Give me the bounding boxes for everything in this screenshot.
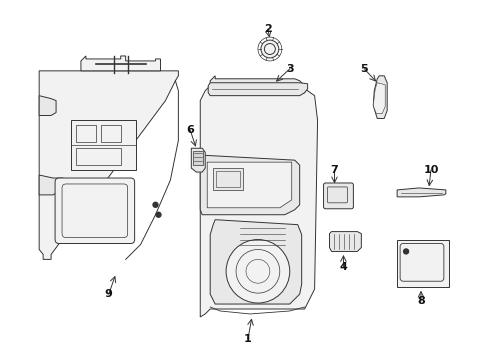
Text: 9: 9 — [104, 289, 112, 299]
Polygon shape — [81, 56, 160, 71]
Circle shape — [403, 249, 408, 254]
Polygon shape — [200, 155, 299, 215]
Text: 10: 10 — [423, 165, 438, 175]
Bar — [76, 125, 96, 142]
FancyBboxPatch shape — [323, 183, 353, 209]
Text: 2: 2 — [264, 24, 271, 34]
Bar — [101, 125, 121, 142]
Circle shape — [153, 202, 158, 207]
Polygon shape — [396, 188, 445, 197]
Text: 4: 4 — [339, 262, 346, 272]
Polygon shape — [210, 220, 301, 304]
Polygon shape — [39, 71, 178, 260]
Text: 6: 6 — [186, 125, 194, 135]
Bar — [213, 168, 243, 190]
Circle shape — [261, 40, 278, 58]
Circle shape — [156, 212, 161, 217]
Text: 8: 8 — [416, 296, 424, 306]
Polygon shape — [210, 76, 304, 93]
Polygon shape — [39, 96, 56, 116]
Polygon shape — [372, 76, 386, 118]
Text: 7: 7 — [330, 165, 338, 175]
Polygon shape — [200, 86, 317, 317]
Bar — [71, 121, 135, 170]
Text: 3: 3 — [285, 64, 293, 74]
Bar — [193, 151, 203, 165]
Text: 1: 1 — [244, 334, 251, 344]
FancyBboxPatch shape — [55, 178, 134, 243]
Text: 5: 5 — [360, 64, 367, 74]
Polygon shape — [329, 231, 361, 251]
Bar — [216, 171, 240, 187]
Polygon shape — [372, 83, 385, 113]
Bar — [76, 148, 121, 165]
Polygon shape — [208, 83, 307, 96]
Bar — [396, 239, 448, 287]
Polygon shape — [207, 162, 291, 208]
Circle shape — [225, 239, 289, 303]
Polygon shape — [39, 175, 63, 195]
Polygon shape — [191, 148, 205, 172]
